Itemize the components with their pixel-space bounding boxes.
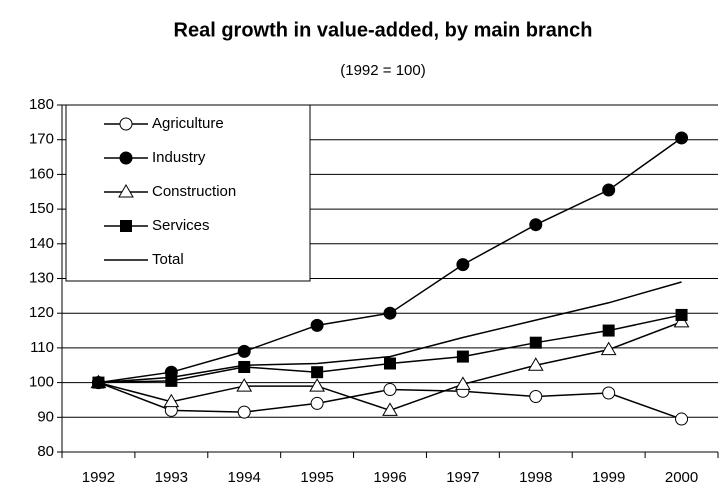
marker <box>455 376 471 390</box>
y-tick-label: 170 <box>29 131 54 148</box>
x-tick-label: 1994 <box>228 469 261 486</box>
y-tick-label: 130 <box>29 269 54 286</box>
x-tick-label: 2000 <box>665 469 698 486</box>
x-tick-label: 1999 <box>592 469 625 486</box>
marker <box>600 341 617 356</box>
series-line <box>98 281 682 384</box>
series-line <box>98 314 682 384</box>
x-tick-label: 1995 <box>300 469 333 486</box>
x-tick-label: 1997 <box>446 469 479 486</box>
marker <box>675 131 689 145</box>
marker <box>311 366 324 379</box>
y-tick-label: 80 <box>37 443 54 460</box>
marker <box>119 151 133 165</box>
legend-label: Agriculture <box>152 115 224 132</box>
marker <box>118 184 134 198</box>
marker <box>675 412 689 426</box>
marker <box>310 318 324 332</box>
y-tick-label: 150 <box>29 200 54 217</box>
y-tick-label: 140 <box>29 235 54 252</box>
marker <box>163 393 180 408</box>
chart-subtitle: (1992 = 100) <box>340 62 425 79</box>
chart-title: Real growth in value-added, by main bran… <box>174 19 593 41</box>
marker <box>529 218 543 232</box>
x-tick-label: 1992 <box>82 469 115 486</box>
legend-label: Services <box>152 217 210 234</box>
x-tick-label: 1996 <box>373 469 406 486</box>
y-tick-label: 120 <box>29 304 54 321</box>
legend-label: Construction <box>152 183 236 200</box>
legend-label: Total <box>152 251 184 268</box>
marker <box>456 350 469 363</box>
marker <box>382 402 398 416</box>
marker <box>602 386 616 400</box>
marker <box>310 396 324 410</box>
marker <box>384 357 396 370</box>
marker <box>309 378 325 392</box>
x-tick-label: 1998 <box>519 469 552 486</box>
marker <box>529 336 542 349</box>
marker <box>602 183 616 197</box>
legend-label: Industry <box>152 149 206 166</box>
marker <box>383 383 397 397</box>
y-tick-label: 110 <box>30 339 54 356</box>
legend-box <box>65 104 311 282</box>
marker <box>602 324 615 337</box>
marker <box>527 357 544 371</box>
marker <box>237 405 251 419</box>
marker <box>675 308 688 321</box>
x-tick-label: 1993 <box>155 469 188 486</box>
marker <box>119 117 133 131</box>
y-tick-label: 100 <box>29 374 54 391</box>
marker <box>456 258 470 272</box>
y-tick-label: 160 <box>29 165 54 182</box>
y-tick-label: 90 <box>37 408 54 425</box>
marker <box>236 378 253 392</box>
marker <box>237 344 251 358</box>
marker <box>529 389 543 403</box>
marker <box>120 220 132 232</box>
marker <box>383 306 397 320</box>
y-tick-label: 180 <box>29 96 54 113</box>
marker <box>238 360 251 373</box>
